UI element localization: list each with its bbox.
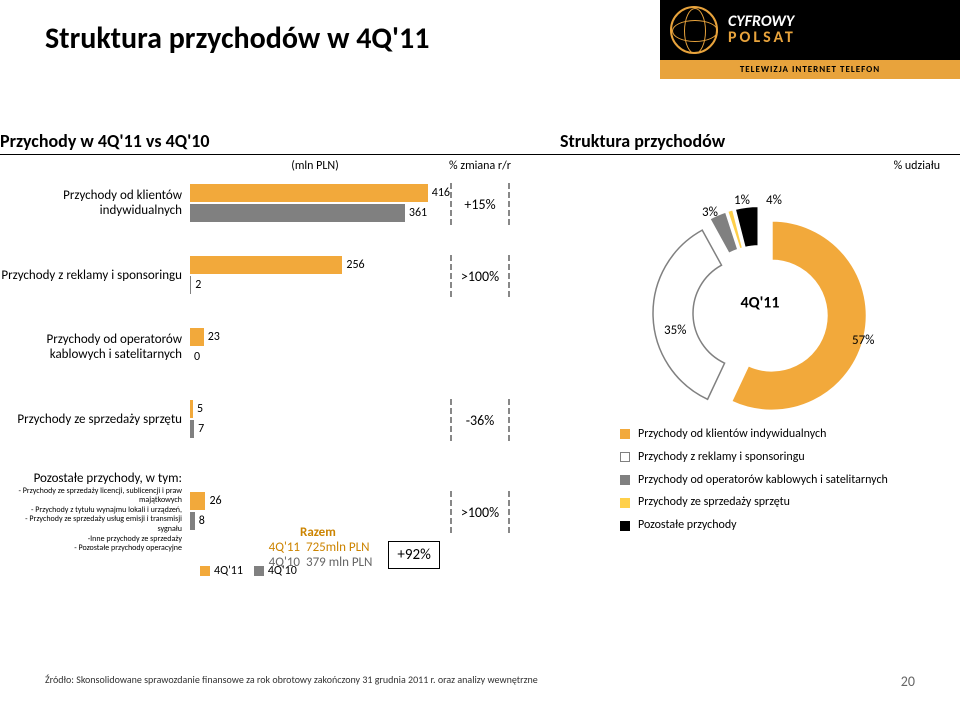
legend-swatch bbox=[620, 452, 630, 462]
donut-legend: Przychody od klientów indywidualnychPrzy… bbox=[620, 423, 960, 537]
legend-item: Pozostałe przychody bbox=[620, 514, 960, 537]
bar-row: Przychody od operatorów kablowych i sate… bbox=[0, 327, 560, 369]
bar-label: Przychody z reklamy i sponsoringu bbox=[0, 269, 190, 284]
bar-row: Przychody ze sprzedaży sprzętu 5 7 -36% bbox=[0, 399, 560, 441]
legend-swatch bbox=[620, 498, 630, 508]
bar-value: 7 bbox=[198, 422, 204, 436]
source-text: Źródło: Skonsolidowane sprawozdanie fina… bbox=[45, 673, 538, 690]
share-label: % udziału bbox=[560, 159, 960, 173]
bar-value: 5 bbox=[197, 402, 203, 416]
donut-slice-label: 3% bbox=[702, 205, 718, 220]
donut-slice bbox=[653, 230, 725, 399]
brand-logo: CYFROWY POLSAT TELEWIZJA INTERNET TELEFO… bbox=[660, 0, 960, 90]
legend-item: Przychody od operatorów kablowych i sate… bbox=[620, 469, 960, 492]
legend-label: Przychody z reklamy i sponsoringu bbox=[638, 446, 805, 469]
donut-center-label: 4Q'11 bbox=[740, 294, 779, 313]
legend-item: Przychody od klientów indywidualnych bbox=[620, 423, 960, 446]
bar-value: 23 bbox=[208, 330, 220, 344]
summary-label: 4Q'10 bbox=[260, 555, 300, 570]
legend-label: Pozostałe przychody bbox=[638, 514, 737, 537]
bar-label: Przychody ze sprzedaży sprzętu bbox=[0, 413, 190, 428]
bar-value: 361 bbox=[409, 206, 427, 220]
bar-label: Przychody od operatorów kablowych i sate… bbox=[0, 333, 190, 363]
legend-swatch bbox=[620, 521, 630, 531]
legend-item: Przychody ze sprzedaży sprzętu bbox=[620, 491, 960, 514]
globe-icon bbox=[670, 6, 718, 54]
legend-swatch bbox=[620, 475, 630, 485]
bar-label: Pozostałe przychody, w tym:- Przychody z… bbox=[0, 471, 190, 554]
bar-row: Przychody z reklamy i sponsoringu 256 2 >10… bbox=[0, 255, 560, 297]
slide-header: Struktura przychodów w 4Q'11 CYFROWY POL… bbox=[0, 0, 960, 100]
donut-slice-label: 1% bbox=[734, 193, 750, 208]
left-heading: Przychody w 4Q'11 vs 4Q'10 bbox=[0, 130, 560, 155]
logo-tagline: TELEWIZJA INTERNET TELEFON bbox=[660, 60, 960, 79]
bar-value: 256 bbox=[346, 258, 364, 272]
slide-footer: Źródło: Skonsolidowane sprawozdanie fina… bbox=[45, 673, 915, 690]
summary-label: 4Q'11 bbox=[260, 540, 300, 555]
legend-q11: 4Q'11 bbox=[214, 564, 243, 578]
legend-label: Przychody od operatorów kablowych i sate… bbox=[638, 469, 888, 492]
legend-swatch bbox=[620, 429, 630, 439]
bar-label: Przychody od klientów indywidualnych bbox=[0, 189, 190, 219]
summary-box: Razem 4Q'11 725mln PLN 4Q'10 379 mln PLN +… bbox=[260, 525, 440, 570]
change-label: % zmiana r/r bbox=[440, 159, 520, 173]
donut-slice bbox=[731, 221, 866, 411]
legend-item: Przychody z reklamy i sponsoringu bbox=[620, 446, 960, 469]
pct-change: -36% bbox=[450, 399, 510, 441]
summary-title: Razem bbox=[300, 525, 440, 540]
pct-change: >100% bbox=[450, 255, 510, 297]
bar-value: 26 bbox=[209, 494, 221, 508]
donut-slice-label: 35% bbox=[664, 323, 686, 338]
pct-change: +15% bbox=[450, 183, 510, 225]
donut-chart: 4Q'11 57% 35% 3% 1% 4% bbox=[620, 193, 900, 413]
legend-label: Przychody ze sprzedaży sprzętu bbox=[638, 491, 790, 514]
donut-section: Struktura przychodów % udziału 4Q'11 57%… bbox=[560, 130, 960, 537]
bar-chart-section: Przychody w 4Q'11 vs 4Q'10 (mln PLN) % z… bbox=[0, 130, 560, 578]
donut-slice-label: 57% bbox=[852, 333, 874, 348]
bar-row: Przychody od klientów indywidualnych 416 3… bbox=[0, 183, 560, 225]
logo-line2: POLSAT bbox=[728, 30, 796, 46]
pct-change: >100% bbox=[450, 491, 510, 533]
bar-value: 0 bbox=[194, 350, 200, 364]
slide-title: Struktura przychodów w 4Q'11 bbox=[45, 20, 429, 57]
page-number: 20 bbox=[901, 673, 915, 690]
summary-value: 379 mln PLN bbox=[306, 555, 372, 570]
right-heading: Struktura przychodów bbox=[560, 130, 960, 155]
donut-slice-label: 4% bbox=[766, 193, 782, 208]
bar-value: 8 bbox=[199, 514, 205, 528]
summary-pct: +92% bbox=[388, 541, 439, 569]
bar-value: 2 bbox=[195, 278, 201, 292]
legend-label: Przychody od klientów indywidualnych bbox=[638, 423, 826, 446]
bar-value: 416 bbox=[432, 186, 450, 200]
unit-label: (mln PLN) bbox=[190, 159, 440, 173]
summary-value: 725mln PLN bbox=[306, 540, 369, 555]
